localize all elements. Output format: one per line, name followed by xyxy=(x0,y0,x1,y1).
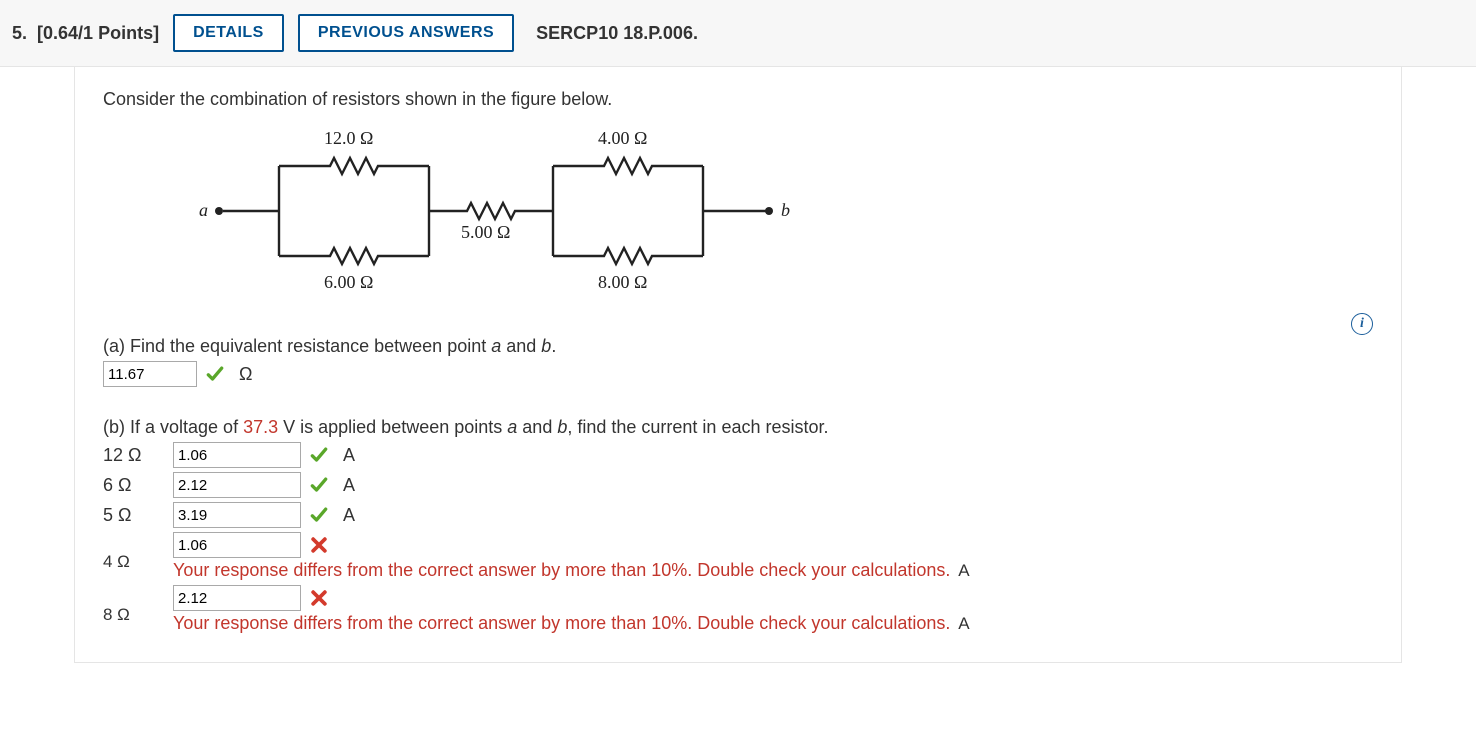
textbook-reference: SERCP10 18.P.006. xyxy=(536,23,698,44)
row-label: 6 Ω xyxy=(103,475,165,496)
answer-row: 8 Ω Your response differs from the correc… xyxy=(103,585,1373,634)
question-body: Consider the combination of resistors sh… xyxy=(74,67,1402,663)
question-header: 5. [0.64/1 Points] DETAILS PREVIOUS ANSW… xyxy=(0,0,1476,67)
part-b: (b) If a voltage of 37.3 V is applied be… xyxy=(103,417,1373,634)
answer-row: 6 Ω A xyxy=(103,472,1373,498)
question-number: 5. [0.64/1 Points] xyxy=(12,23,159,44)
question-prompt: Consider the combination of resistors sh… xyxy=(103,89,1373,110)
unit-label: A xyxy=(343,475,355,496)
row-label: 8 Ω xyxy=(103,585,165,625)
part-a-input[interactable] xyxy=(103,361,197,387)
check-icon xyxy=(309,445,329,465)
info-icon[interactable]: i xyxy=(1351,313,1373,335)
x-icon xyxy=(309,535,329,555)
answer-input[interactable] xyxy=(173,472,301,498)
r-bot-left-label: 6.00 Ω xyxy=(324,272,373,292)
answer-input[interactable] xyxy=(173,585,301,611)
row-label: 4 Ω xyxy=(103,532,165,572)
part-a-text: (a) Find the equivalent resistance betwe… xyxy=(103,336,1373,357)
node-a-label: a xyxy=(199,200,208,220)
part-b-text: (b) If a voltage of 37.3 V is applied be… xyxy=(103,417,1373,438)
unit-label: A xyxy=(343,445,355,466)
check-icon xyxy=(205,364,225,384)
answer-row: 5 Ω A xyxy=(103,502,1373,528)
row-label: 12 Ω xyxy=(103,445,165,466)
unit-label: A xyxy=(954,614,969,633)
answer-row: 4 Ω Your response differs from the correc… xyxy=(103,532,1373,581)
circuit-figure: a 12.0 Ω 6.00 Ω 5.00 Ω xyxy=(129,116,949,306)
part-a-unit: Ω xyxy=(239,364,252,385)
unit-label: A xyxy=(343,505,355,526)
unit-label: A xyxy=(954,561,969,580)
r-top-right-label: 4.00 Ω xyxy=(598,128,647,148)
row-label: 5 Ω xyxy=(103,505,165,526)
answer-input[interactable] xyxy=(173,442,301,468)
answer-row: 12 Ω A xyxy=(103,442,1373,468)
x-icon xyxy=(309,588,329,608)
feedback-text: Your response differs from the correct a… xyxy=(173,613,950,633)
check-icon xyxy=(309,505,329,525)
r-mid-label: 5.00 Ω xyxy=(461,222,510,242)
feedback-text: Your response differs from the correct a… xyxy=(173,560,950,580)
answer-input[interactable] xyxy=(173,502,301,528)
check-icon xyxy=(309,475,329,495)
previous-answers-button[interactable]: PREVIOUS ANSWERS xyxy=(298,14,514,52)
answer-input[interactable] xyxy=(173,532,301,558)
r-bot-right-label: 8.00 Ω xyxy=(598,272,647,292)
details-button[interactable]: DETAILS xyxy=(173,14,284,52)
r-top-left-label: 12.0 Ω xyxy=(324,128,373,148)
part-a: (a) Find the equivalent resistance betwe… xyxy=(103,336,1373,387)
node-b-label: b xyxy=(781,200,790,220)
